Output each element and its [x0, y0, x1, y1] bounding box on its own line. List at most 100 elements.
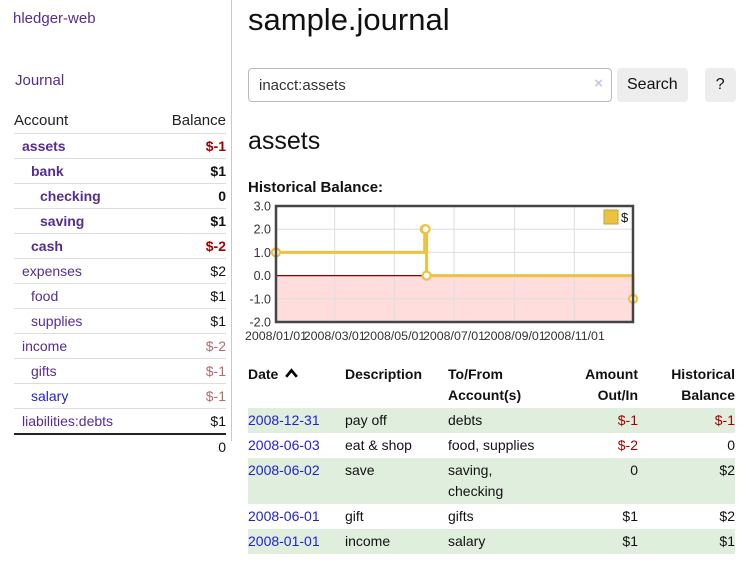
sidebar-account-link[interactable]: bank [31, 163, 64, 179]
transaction-accounts: food, supplies [448, 437, 535, 453]
accounts-table: Account Balance assets $-1 bank $1 checking 0… [14, 108, 226, 459]
account-balance: $1 [120, 208, 226, 234]
transaction-description: pay off [345, 412, 387, 428]
account-balance: $1 [120, 283, 226, 309]
sidebar-account-link[interactable]: liabilities:debts [22, 413, 114, 429]
account-row: salary $-1 [14, 383, 226, 409]
account-balance: $-2 [120, 233, 226, 259]
transaction-amount: $-1 [617, 412, 638, 428]
register-column-header: To/From Account(s) [448, 366, 522, 403]
account-balance: $1 [120, 408, 226, 434]
page-title: sample.journal [248, 2, 450, 37]
transaction-date-link[interactable]: 2008-06-01 [248, 508, 320, 524]
sidebar-account-link[interactable]: cash [31, 238, 63, 254]
sidebar-account-link[interactable]: food [31, 288, 59, 304]
sidebar-item-journal[interactable]: Journal [15, 72, 65, 89]
chart-border [274, 204, 635, 324]
transaction-amount: $1 [622, 508, 638, 524]
account-balance: 0 [120, 183, 226, 209]
sidebar-account-link[interactable]: checking [40, 188, 101, 204]
account-row: assets $-1 [14, 133, 226, 159]
balance-column-header: Balance [171, 112, 226, 129]
transaction-accounts: gifts [448, 508, 474, 524]
transaction-description: save [345, 462, 375, 478]
transaction-balance: 0 [727, 437, 735, 453]
sidebar-account-link[interactable]: salary [31, 388, 69, 404]
accounts-table-header: Account Balance [14, 108, 226, 134]
x-axis-tick-label: 2008/05/01 [363, 329, 425, 343]
account-row: liabilities:debts $1 [14, 408, 226, 434]
transaction-date-link[interactable]: 2008-06-02 [248, 462, 320, 478]
transaction-description: income [345, 533, 391, 549]
accounts-total-row: 0 [14, 433, 226, 459]
transaction-accounts: salary [448, 533, 486, 549]
main-content: sample.journal × Search ? assets Histori… [245, 0, 736, 554]
transaction-amount: 0 [630, 462, 638, 478]
register-row: 2008-01-01 income salary $1 $1 [248, 529, 735, 554]
chart-title: Historical Balance: [248, 179, 384, 196]
account-row: income $-2 [14, 333, 226, 359]
account-column-header: Account [14, 112, 69, 129]
transaction-date-link[interactable]: 2008-12-31 [248, 412, 320, 428]
x-axis-tick-label: 2008/09/01 [484, 329, 546, 343]
transaction-balance: $2 [719, 508, 735, 524]
transaction-date-link[interactable]: 2008-06-03 [248, 437, 320, 453]
register-row: 2008-06-02 save saving, checking 0 $2 [248, 458, 735, 504]
transaction-date-link[interactable]: 2008-01-01 [248, 533, 320, 549]
account-balance: $-1 [120, 383, 226, 409]
sidebar: hledger-web Journal Account Balance asse… [0, 0, 232, 459]
register-table: Date Description To/From Account(s) Amount Ou… [248, 362, 735, 554]
transaction-balance: $2 [719, 462, 735, 478]
app-brand-link[interactable]: hledger-web [13, 10, 96, 27]
register-row: 2008-06-01 gift gifts $1 $2 [248, 504, 735, 529]
x-axis-tick-label: 2008/11/01 [544, 329, 605, 343]
account-row: saving $1 [14, 208, 226, 234]
account-row: cash $-2 [14, 233, 226, 259]
sidebar-account-link[interactable]: expenses [22, 263, 82, 279]
account-row: food $1 [14, 283, 226, 309]
transaction-balance: $1 [719, 533, 735, 549]
y-axis-tick-label: 0.0 [254, 269, 271, 283]
transaction-description: eat & shop [345, 437, 412, 453]
register-column-header: Amount Out/In [585, 366, 638, 403]
account-balance: $2 [120, 258, 226, 284]
search-button[interactable]: Search [617, 68, 688, 102]
transaction-balance: $-1 [714, 412, 735, 428]
search-input[interactable] [248, 68, 612, 102]
data-point-marker [420, 224, 431, 235]
account-row: checking 0 [14, 183, 226, 209]
account-balance: $1 [120, 308, 226, 334]
help-button[interactable]: ? [704, 68, 736, 102]
x-axis-tick-label: 2008/01/01 [245, 329, 307, 343]
accounts-total-value: 0 [120, 433, 226, 459]
clear-search-icon[interactable]: × [594, 75, 603, 92]
transaction-amount: $-2 [617, 437, 638, 453]
sidebar-account-link[interactable]: saving [40, 213, 85, 229]
transaction-description: gift [345, 508, 364, 524]
transaction-accounts: debts [448, 412, 483, 428]
search-form: × Search ? [248, 68, 736, 102]
legend-label: $ [621, 210, 629, 225]
legend-swatch [603, 209, 619, 225]
sidebar-account-link[interactable]: supplies [31, 313, 83, 329]
register-column-header: Historical Balance [671, 366, 735, 403]
sidebar-account-link[interactable]: assets [22, 138, 66, 154]
sort-ascending-icon [285, 368, 299, 378]
historical-balance-chart: $3.0 2.0 1.0 0.0 -1.0 -2.02008/01/012008/03/0… [245, 200, 639, 343]
y-axis-tick-label: -1.0 [249, 292, 271, 306]
y-axis-tick-label: 3.0 [254, 200, 271, 214]
account-row: bank $1 [14, 158, 226, 184]
x-axis-tick-label: 2008/03/01 [304, 329, 366, 343]
account-balance: $1 [120, 158, 226, 184]
register-column-header[interactable]: Date [248, 362, 345, 408]
account-row: gifts $-1 [14, 358, 226, 384]
data-point-marker [421, 270, 432, 281]
account-balance: $-1 [120, 133, 226, 159]
sidebar-account-link[interactable]: income [22, 338, 68, 354]
transaction-accounts: saving, checking [448, 462, 504, 499]
sidebar-account-link[interactable]: gifts [31, 363, 57, 379]
y-axis-tick-label: 2.0 [254, 223, 271, 237]
account-row: expenses $2 [14, 258, 226, 284]
account-heading: assets [248, 127, 321, 155]
register-column-header: Description [345, 366, 423, 382]
